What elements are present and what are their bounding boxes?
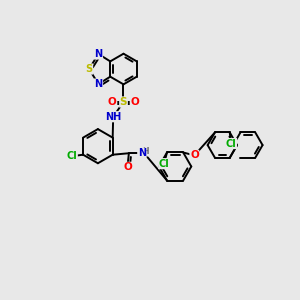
Text: O: O [123, 162, 132, 172]
Text: S: S [120, 97, 127, 107]
Text: H: H [142, 147, 148, 156]
Text: N: N [94, 49, 103, 59]
Text: Cl: Cl [159, 159, 170, 169]
Text: O: O [130, 97, 139, 107]
Text: N: N [138, 148, 146, 158]
Text: O: O [190, 150, 199, 161]
Text: N: N [94, 79, 103, 89]
Text: Cl: Cl [226, 139, 237, 148]
Text: NH: NH [105, 112, 121, 122]
Text: Cl: Cl [67, 151, 77, 161]
Text: S: S [85, 64, 93, 74]
Text: O: O [108, 97, 117, 107]
